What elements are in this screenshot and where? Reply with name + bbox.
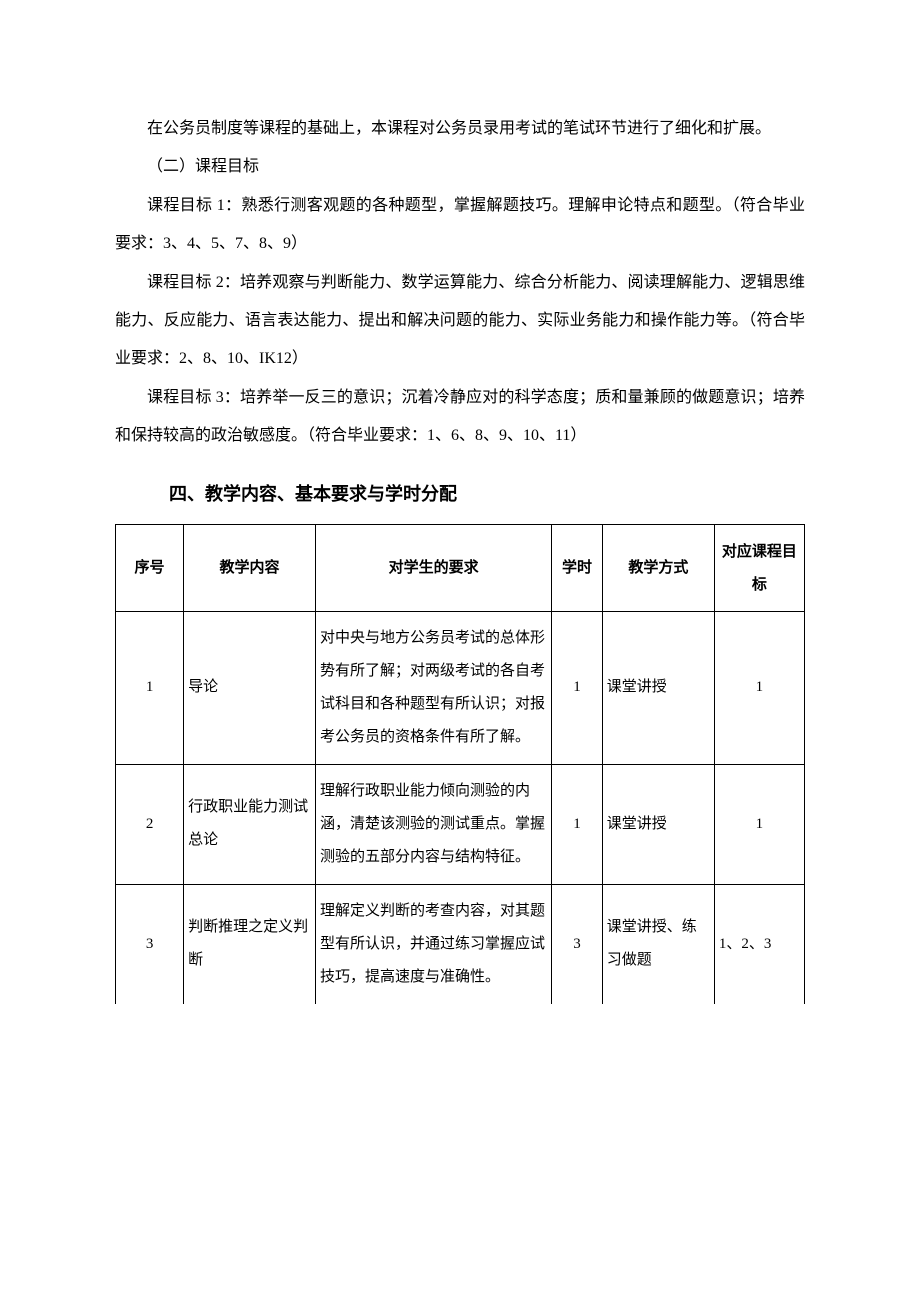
th-hours: 学时	[552, 524, 603, 611]
th-goal: 对应课程目标	[714, 524, 804, 611]
cell-hours: 3	[552, 884, 603, 1004]
teaching-content-table: 序号 教学内容 对学生的要求 学时 教学方式 对应课程目标 1 导论 对中央与地…	[115, 524, 805, 1004]
cell-requirement: 对中央与地方公务员考试的总体形势有所了解；对两级考试的各自考试科目和各种题型有所…	[315, 611, 551, 764]
cell-goal: 1	[714, 764, 804, 884]
subheading-course-goals: （二）课程目标	[115, 148, 805, 186]
table-row: 1 导论 对中央与地方公务员考试的总体形势有所了解；对两级考试的各自考试科目和各…	[116, 611, 805, 764]
cell-method: 课堂讲授	[602, 611, 714, 764]
table-row: 2 行政职业能力测试总论 理解行政职业能力倾向测验的内涵，清楚该测验的测试重点。…	[116, 764, 805, 884]
course-goal-3: 课程目标 3：培养举一反三的意识；沉着冷静应对的科学态度；质和量兼顾的做题意识；…	[115, 379, 805, 456]
cell-num: 3	[116, 884, 184, 1004]
table-header-row: 序号 教学内容 对学生的要求 学时 教学方式 对应课程目标	[116, 524, 805, 611]
cell-method: 课堂讲授	[602, 764, 714, 884]
th-method: 教学方式	[602, 524, 714, 611]
course-goal-1: 课程目标 1：熟悉行测客观题的各种题型，掌握解题技巧。理解申论特点和题型。（符合…	[115, 187, 805, 264]
cell-method: 课堂讲授、练习做题	[602, 884, 714, 1004]
th-requirement: 对学生的要求	[315, 524, 551, 611]
section-title: 四、教学内容、基本要求与学时分配	[115, 480, 805, 506]
cell-content: 导论	[184, 611, 316, 764]
table-row: 3 判断推理之定义判断 理解定义判断的考查内容，对其题型有所认识，并通过练习掌握…	[116, 884, 805, 1004]
cell-goal: 1	[714, 611, 804, 764]
th-num: 序号	[116, 524, 184, 611]
cell-requirement: 理解定义判断的考查内容，对其题型有所认识，并通过练习掌握应试技巧，提高速度与准确…	[315, 884, 551, 1004]
intro-paragraph: 在公务员制度等课程的基础上，本课程对公务员录用考试的笔试环节进行了细化和扩展。	[115, 110, 805, 148]
cell-hours: 1	[552, 611, 603, 764]
cell-hours: 1	[552, 764, 603, 884]
cell-num: 2	[116, 764, 184, 884]
th-content: 教学内容	[184, 524, 316, 611]
cell-goal: 1、2、3	[714, 884, 804, 1004]
cell-num: 1	[116, 611, 184, 764]
cell-content: 行政职业能力测试总论	[184, 764, 316, 884]
course-goal-2: 课程目标 2：培养观察与判断能力、数学运算能力、综合分析能力、阅读理解能力、逻辑…	[115, 264, 805, 379]
cell-requirement: 理解行政职业能力倾向测验的内涵，清楚该测验的测试重点。掌握测验的五部分内容与结构…	[315, 764, 551, 884]
cell-content: 判断推理之定义判断	[184, 884, 316, 1004]
